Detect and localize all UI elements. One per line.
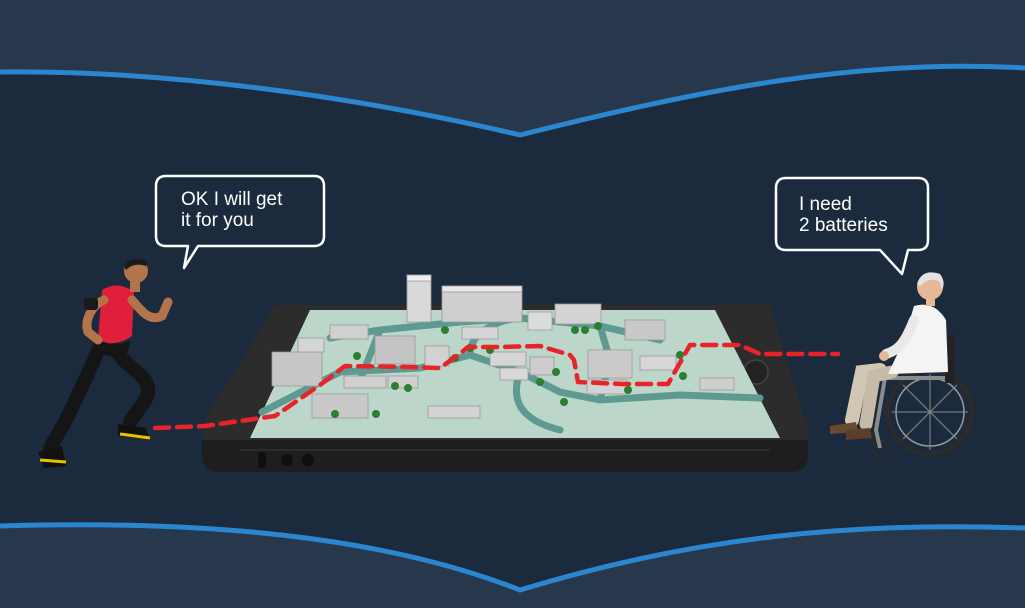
volume-up-icon bbox=[281, 454, 293, 466]
wheelchair-user-speech-text: I need 2 batteries bbox=[799, 194, 888, 236]
side-button bbox=[258, 452, 266, 468]
route-path bbox=[152, 342, 841, 431]
runner-speech-text: OK I will get it for you bbox=[181, 189, 283, 231]
wheelchair-user-speech-bubble bbox=[774, 176, 930, 276]
top-band bbox=[0, 0, 1025, 135]
map-buildings bbox=[271, 274, 735, 419]
bottom-band bbox=[0, 524, 1025, 608]
tablet-edge bbox=[202, 440, 808, 472]
volume-down-icon bbox=[302, 454, 314, 466]
bottom-wave-line bbox=[0, 522, 1025, 593]
map-trees bbox=[331, 322, 687, 418]
top-wave-line bbox=[0, 63, 1025, 138]
runner-speech-bubble bbox=[154, 174, 326, 270]
